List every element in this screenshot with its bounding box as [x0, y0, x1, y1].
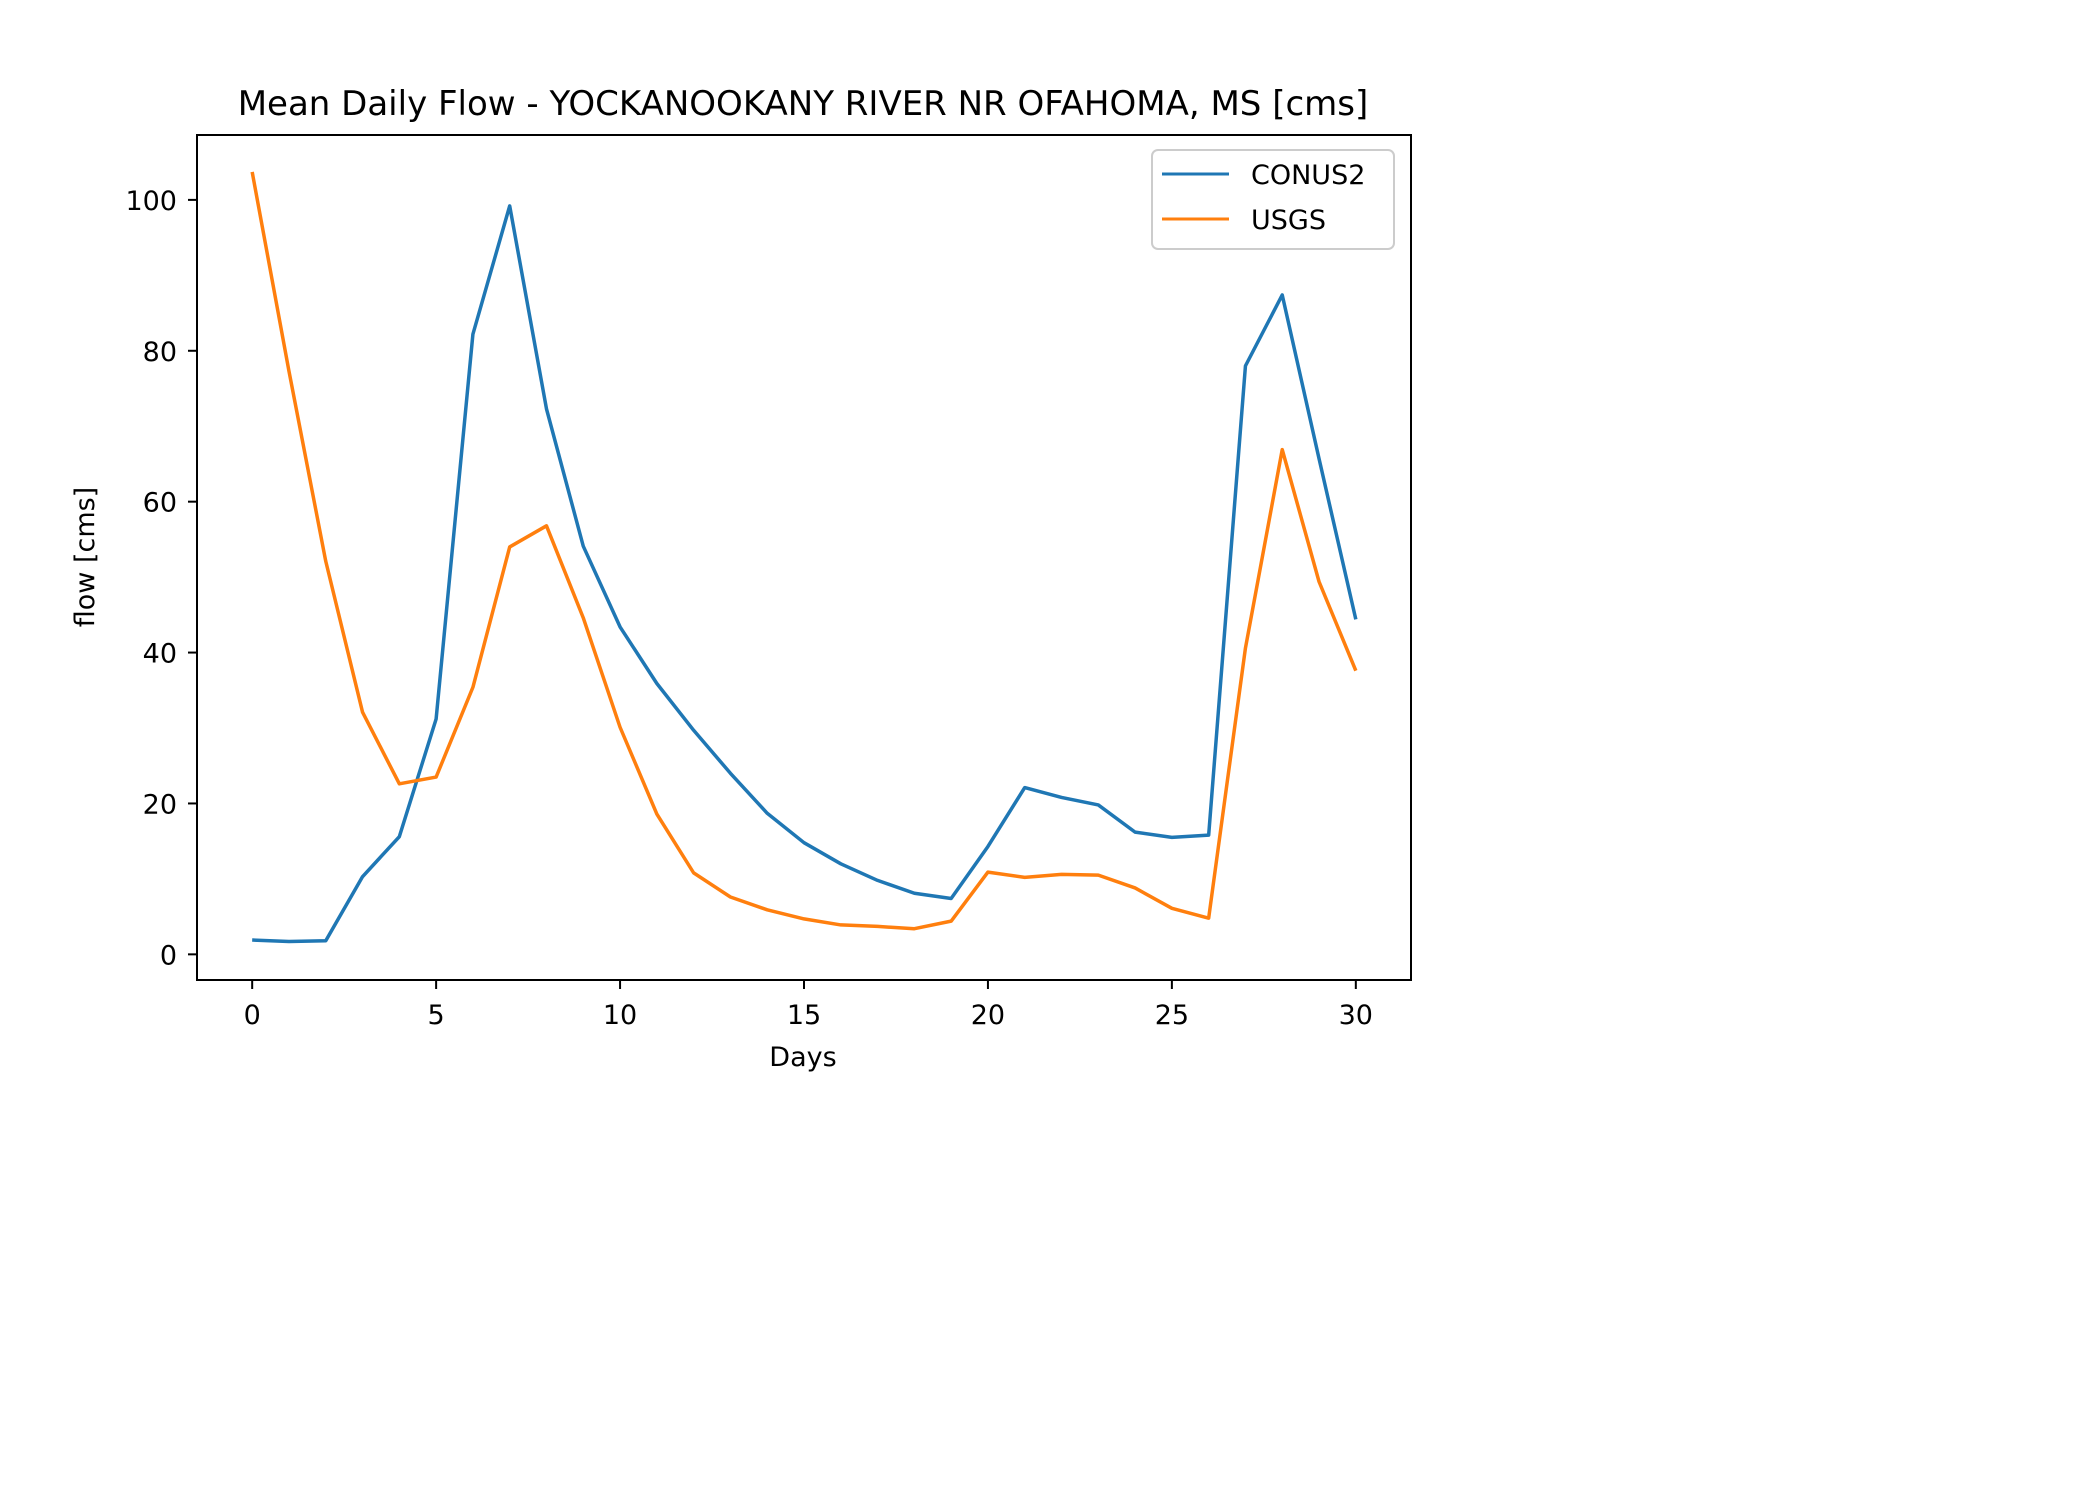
x-tick-label-25: 25 [1155, 1000, 1189, 1031]
series-line-conus2 [252, 204, 1358, 944]
x-axis-ticks: 0 5 10 15 20 25 30 [244, 980, 1373, 1031]
chart-title: Mean Daily Flow - YOCKANOOKANY RIVER NR … [238, 84, 1369, 124]
plot-frame [196, 134, 1412, 981]
y-tick-label-0: 0 [160, 940, 177, 971]
x-tick-label-5: 5 [428, 1000, 445, 1031]
y-tick-label-20: 20 [143, 789, 177, 820]
y-tick-label-100: 100 [125, 186, 177, 217]
x-tick-label-20: 20 [971, 1000, 1005, 1031]
legend: CONUS2 USGS [1151, 149, 1395, 250]
y-tick-label-60: 60 [143, 488, 177, 519]
line-chart: Mean Daily Flow - YOCKANOOKANY RIVER NR … [70, 84, 1412, 1073]
legend-label-conus2: CONUS2 [1251, 160, 1365, 191]
y-tick-label-80: 80 [143, 337, 177, 368]
legend-label-usgs: USGS [1251, 205, 1326, 236]
series-layer [250, 171, 1358, 944]
x-axis-label: Days [769, 1042, 836, 1073]
y-axis-label: flow [cms] [70, 487, 101, 627]
x-tick-label-0: 0 [244, 1000, 261, 1031]
y-tick-label-40: 40 [143, 639, 177, 670]
y-axis-ticks: 0 20 40 60 80 100 [125, 186, 197, 971]
series-line-usgs [250, 171, 1358, 931]
x-tick-label-30: 30 [1339, 1000, 1373, 1031]
x-tick-label-10: 10 [603, 1000, 637, 1031]
x-tick-label-15: 15 [787, 1000, 821, 1031]
